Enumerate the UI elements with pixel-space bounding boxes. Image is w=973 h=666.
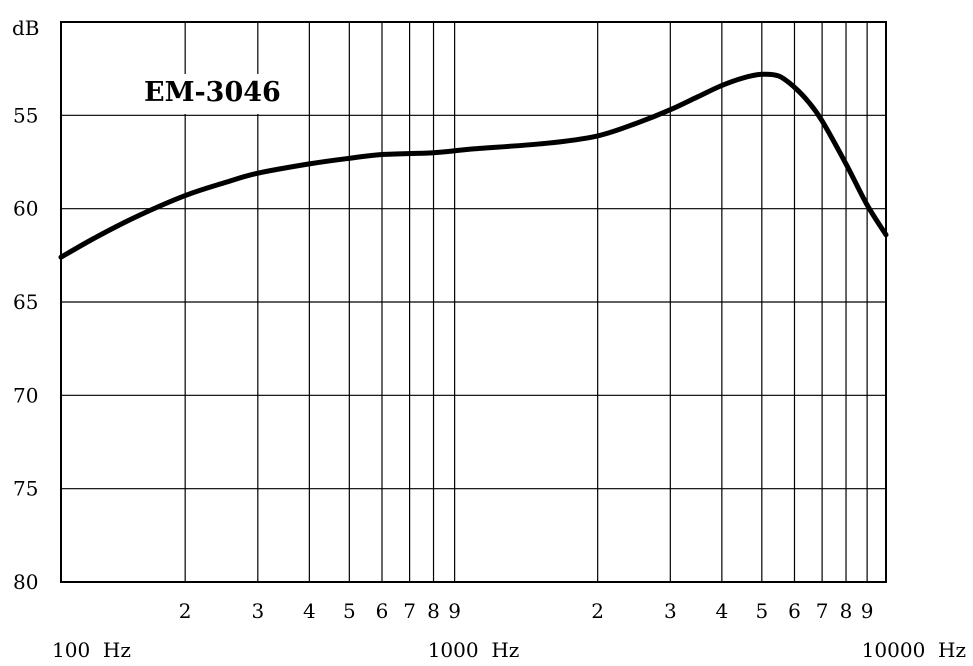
x-tick-label: 5: [343, 599, 356, 623]
x-decade-label: 10000 Hz: [862, 638, 966, 662]
y-tick-label: 55: [13, 103, 38, 127]
x-tick-label: 9: [861, 599, 874, 623]
x-decade-label: 1000 Hz: [428, 638, 520, 662]
curve-layer: [58, 71, 889, 260]
x-tick-label: 7: [403, 599, 416, 623]
x-tick-label: 3: [251, 599, 264, 623]
y-tick-label: 65: [13, 290, 38, 314]
response-curve: [58, 71, 889, 260]
x-decade-label: 100 Hz: [52, 638, 131, 662]
x-tick-label: 9: [448, 599, 461, 623]
x-tick-label: 6: [376, 599, 389, 623]
y-tick-label: 75: [13, 477, 38, 501]
x-tick-label: 6: [788, 599, 801, 623]
chart-title: EM-3046: [144, 77, 281, 108]
plot-frame: [60, 21, 887, 583]
x-tick-label: 5: [755, 599, 768, 623]
x-tick-label: 8: [427, 599, 440, 623]
y-tick-label: 70: [13, 383, 38, 407]
y-tick-label: 80: [13, 570, 38, 594]
x-tick-label: 2: [179, 599, 192, 623]
x-tick-label: 3: [664, 599, 677, 623]
x-tick-label: 4: [715, 599, 728, 623]
title-background: [140, 74, 285, 114]
y-tick-label: 60: [13, 197, 38, 221]
x-tick-label: 4: [303, 599, 316, 623]
y-axis-unit-label: dB: [12, 16, 40, 40]
y-tick-labels: 55 60 65 70 75 80: [13, 103, 38, 594]
x-tick-label: 2: [591, 599, 604, 623]
x-tick-label: 8: [840, 599, 853, 623]
x-tick-label: 7: [816, 599, 829, 623]
